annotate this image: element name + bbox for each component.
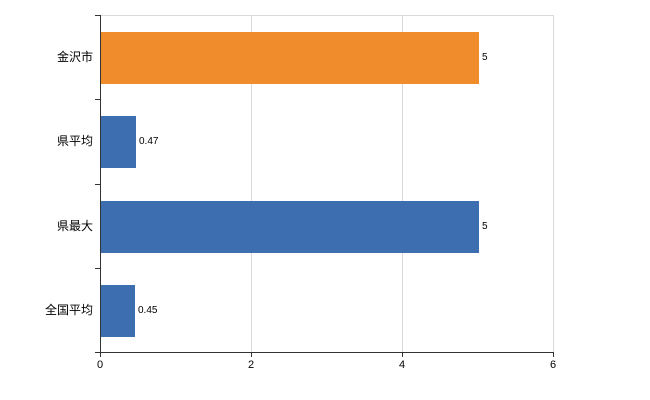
bar-value-label: 0.47 [139, 136, 159, 147]
y-axis-tick-mark [95, 99, 100, 100]
x-axis-tick-mark [251, 352, 252, 357]
x-axis-tick-label: 0 [96, 359, 104, 371]
x-axis-tick-label: 2 [247, 359, 255, 371]
y-axis-tick-mark [95, 15, 100, 16]
bar-4 [101, 285, 135, 337]
bar-value-label: 5 [482, 52, 488, 63]
y-axis-line [100, 15, 101, 353]
y-axis-tick-mark [95, 184, 100, 185]
x-axis-tick-mark [100, 352, 101, 357]
category-label: 金沢市 [56, 50, 93, 64]
x-axis-line [100, 352, 554, 353]
x-axis-tick-mark [553, 352, 554, 357]
bar-value-label: 5 [482, 221, 488, 232]
category-label: 全国平均 [44, 303, 93, 317]
bar-3 [101, 201, 479, 253]
category-label: 県最大 [56, 219, 93, 233]
y-axis-tick-mark [95, 352, 100, 353]
gridline [251, 16, 252, 353]
category-label: 県平均 [56, 134, 93, 148]
gridline [402, 16, 403, 353]
bar-value-label: 0.45 [138, 305, 158, 316]
bar-2 [101, 116, 136, 168]
x-axis-tick-label: 6 [549, 359, 557, 371]
gridline [553, 16, 554, 353]
y-axis-tick-mark [95, 268, 100, 269]
x-axis-tick-mark [402, 352, 403, 357]
plot-area: 5 0.47 5 0.45 [100, 15, 554, 353]
bar-1 [101, 32, 479, 84]
x-axis-tick-label: 4 [398, 359, 406, 371]
